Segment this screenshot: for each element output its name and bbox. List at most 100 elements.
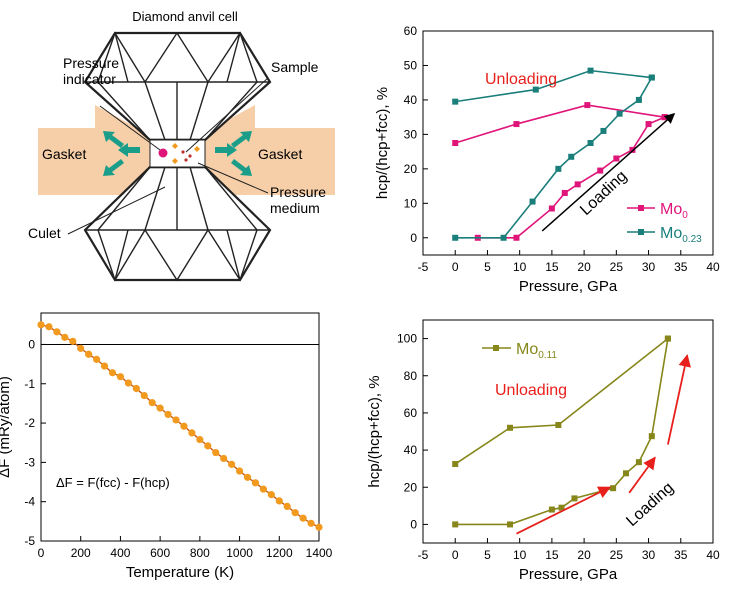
c1-series-2-point-7 [616,110,623,117]
c1-xtick-label-6: 25 [610,260,624,274]
c1-series-1-point-3 [452,140,459,146]
c2-point-13 [140,391,148,400]
c2-point-31 [283,502,291,511]
c1-ytick-label-3: 30 [404,127,418,141]
upper-diamond [83,31,272,142]
arrow-downleft-icon [103,159,124,176]
c3-series-0-point-8 [648,433,655,440]
c3-red-arrow-3 [667,354,691,445]
c3-annotation-loading: Loading [623,479,677,530]
c1-xtick-label-7: 30 [642,260,656,274]
c2-point-17 [172,416,180,424]
c1-xtick-label-4: 15 [545,260,559,274]
c2-point-25 [235,467,244,475]
c1-loading-arrow [541,113,676,232]
c2-xtick-label-2: 400 [110,546,130,560]
c3-series-1-point-2 [507,424,513,431]
c2-point-14 [148,399,156,407]
c3-xtick-label-1: 0 [452,548,459,562]
c1-series-3-point-1 [587,67,594,74]
c1-xlabel: Pressure, GPa [519,278,618,295]
c1-series-3-point-2 [532,86,539,93]
c3-series-0-point-3 [558,504,565,511]
c3-series-0-point-0 [452,521,459,528]
c3-plot-frame [422,319,714,544]
c3-xtick-label-6: 25 [610,548,624,562]
c2-point-23 [220,454,228,463]
c1-series-1-point-2 [513,121,520,128]
c1-series-2-point-6 [600,127,607,134]
c3-series-1-point-0 [664,335,671,342]
c3-xtick-label-7: 30 [642,548,656,562]
c2-point-26 [243,473,252,481]
diagram-title: Diamond anvil cell [132,9,238,24]
c1-ytick-label-0: 0 [410,231,417,245]
c1-series-2-point-0 [452,234,459,241]
c3-legend-marker [493,345,499,351]
c3-ytick-label-0: 0 [410,517,417,531]
c3-series-0-point-7 [635,459,642,466]
label-culet: Culet [28,225,61,241]
c2-point-20 [196,435,204,444]
c1-xtick-label-2: 5 [484,260,491,274]
arrow-left-in-icon [118,143,140,157]
c2-point-34 [307,519,315,527]
label-sample: Sample [271,59,319,75]
c1-xtick-label-1: 0 [452,260,459,274]
c1-annotation-unloading: Unloading [485,71,557,88]
c2-point-5 [77,344,85,352]
medium-particle-2 [172,158,178,164]
c2-point-4 [69,337,77,345]
c2-point-33 [299,514,307,522]
c1-legend-marker-0 [638,205,644,211]
c2-point-11 [124,379,132,387]
leader-pressure-medium [197,162,269,194]
c2-point-0 [37,321,45,329]
c2-xtick-label-0: 0 [38,546,45,560]
c3-xtick-label-9: 40 [706,548,720,562]
c1-ytick-label-2: 20 [404,162,418,176]
pressure-indicator-ruby [158,148,168,158]
leader-sample [185,77,269,153]
c2-point-6 [85,350,93,358]
chart-mo011-hcp-fraction: -5 0 5 10 15 20 25 30 35 40 0 20 40 60 80 100 Pressure, … [366,319,720,583]
c2-xtick-label-5: 1000 [226,546,253,560]
c2-point-27 [251,479,260,487]
c3-series-0-point-5 [610,485,617,492]
c1-series-0-point-6 [613,155,620,162]
c2-point-9 [108,369,117,377]
c2-xtick-label-7: 1400 [306,546,333,560]
medium-particle-1 [172,143,178,149]
chart-delta-f: 0 200 400 600 800 1000 1200 1400 -5 -4 -3 -2 -1 0 Temp… [0,312,333,581]
c2-xtick-label-3: 600 [150,546,170,560]
c1-ytick-label-5: 50 [404,58,418,72]
c2-xtick-label-6: 1200 [266,546,293,560]
c3-xlabel: Pressure, GPa [519,566,618,583]
arrow-upright-icon [231,131,252,148]
c2-ytick-label-5: 0 [28,337,35,351]
c3-red-arrow-2 [628,456,656,494]
c2-ylabel: ΔF (mRy/atom) [0,376,13,478]
c1-series-2-line [455,77,653,239]
c2-point-19 [188,429,196,437]
c2-ytick-label-0: -5 [24,534,35,548]
c1-series-0-line [477,116,665,239]
c3-series-1-point-3 [452,461,459,468]
medium-particle-3 [194,146,200,152]
c2-point-18 [180,422,188,430]
c2-point-10 [116,373,125,381]
c3-xtick-label-3: 10 [513,548,527,562]
c2-point-8 [100,362,109,370]
c3-ytick-label-3: 60 [404,406,418,420]
c1-series-0-point-4 [574,181,581,188]
c3-series-1-point-1 [555,421,562,428]
sample-grain-1 [181,150,185,154]
c1-plot-frame [422,30,714,256]
c2-xtick-label-4: 800 [190,546,210,560]
c3-legend-label: Mo0.11 [516,341,557,361]
c2-ytick-label-1: -4 [24,495,35,509]
c3-series-0-point-2 [548,506,555,513]
leader-pressure-indicator [99,105,161,151]
c1-series-2-point-1 [500,234,507,241]
